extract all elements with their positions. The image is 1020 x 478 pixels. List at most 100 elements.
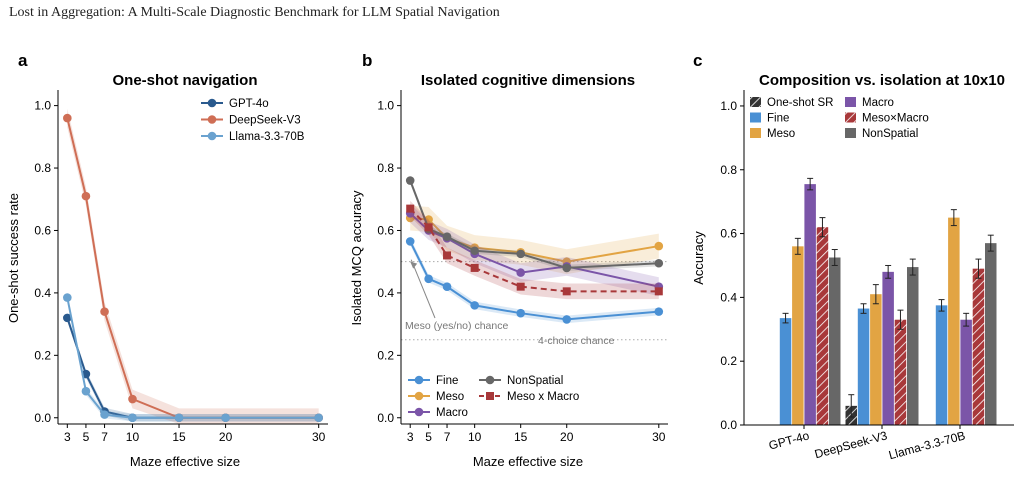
data-point-fine (562, 315, 572, 324)
a-x-tick-label: 20 (219, 430, 233, 444)
data-point-meso-x-macro (516, 282, 525, 291)
panel-a: a One-shot navigation Maze effective siz… (6, 51, 328, 469)
legend-label-macro: Macro (862, 97, 894, 109)
data-point-meso-x-macro (470, 263, 479, 272)
b-x-tick-label: 15 (514, 430, 528, 444)
panel-c-ylabel: Accuracy (691, 231, 706, 285)
legend-macro-marker (414, 407, 424, 417)
a-y-tick-label: 0.2 (34, 348, 51, 362)
panel-letter-c: c (693, 51, 702, 70)
panel-letter-b: b (362, 51, 372, 70)
legend-meso-x-macro-marker (486, 392, 494, 400)
panel-a-title: One-shot navigation (112, 72, 257, 89)
legend-label-meso: Meso (767, 128, 795, 140)
legend-label-meso-x-macro: Meso x Macro (507, 391, 579, 403)
b-y-tick-label: 1.0 (377, 99, 394, 113)
a-y-tick-label: 0.6 (34, 223, 51, 237)
panel-c: c Composition vs. isolation at 10x10 Acc… (691, 51, 1014, 462)
bar-meso-llama-3-3-70b (948, 217, 960, 425)
bar-fine-deepseek-v3 (857, 308, 870, 425)
data-point-deepseek-v3 (81, 191, 91, 201)
bar-meso-macro-llama-3-3-70b (972, 268, 985, 425)
data-point-macro (516, 268, 525, 277)
legend-label-macro: Macro (436, 407, 468, 419)
legend-swatch-macro (845, 97, 856, 107)
b-x-tick-label: 7 (444, 430, 451, 444)
data-point-llama-3-3-70b (221, 413, 230, 423)
panel-b: b Isolated cognitive dimensions Maze eff… (349, 51, 668, 469)
bar-macro-gpt-4o (804, 184, 816, 425)
bar-fine-gpt-4o (779, 318, 792, 425)
bar-nonspatial-gpt-4o (829, 257, 841, 425)
bar-nonspatial-deepseek-v3 (907, 267, 919, 425)
b-x-tick-label: 3 (407, 430, 414, 444)
data-point-meso (654, 241, 664, 251)
panel-a-legend: GPT-4o DeepSeek-V3 Llama-3.3-70B (201, 98, 305, 143)
b-y-tick-label: 0.2 (377, 348, 394, 362)
series-band-meso-x-macro (410, 200, 659, 300)
series-line-gpt-4o (66, 317, 319, 419)
panel-letter-a: a (18, 51, 28, 70)
b-y-tick-label: 0.6 (377, 223, 394, 237)
data-point-fine (424, 274, 433, 284)
panel-a-xlabel: Maze effective size (130, 454, 240, 469)
data-point-nonspatial (562, 263, 572, 273)
paper-title: Lost in Aggregation: A Multi-Scale Diagn… (9, 5, 500, 20)
a-x-tick-label: 5 (83, 430, 90, 444)
panel-c-legend: One-shot SR Fine Meso Macro Meso×Macro NonSpa… (750, 97, 929, 140)
legend-label-one-shot-sr: One-shot SR (767, 97, 833, 109)
data-point-llama-3-3-70b (314, 413, 323, 423)
b-y-tick-label: 0.4 (377, 286, 394, 300)
data-point-meso-x-macro (562, 287, 571, 296)
c-y-tick-label: 0.6 (720, 227, 737, 241)
legend-label-meso: Meso (436, 391, 464, 403)
panel-c-title: Composition vs. isolation at 10x10 (759, 72, 1005, 89)
data-point-llama-3-3-70b (63, 293, 72, 302)
data-point-meso-x-macro (654, 287, 663, 296)
legend-label-nonspatial: NonSpatial (507, 375, 563, 387)
series-band-deepseek-v3 (67, 108, 319, 424)
panel-b-title: Isolated cognitive dimensions (421, 72, 635, 89)
b-x-tick-label: 10 (468, 430, 482, 444)
data-point-deepseek-v3 (100, 307, 109, 316)
legend-label-nonspatial: NonSpatial (862, 128, 918, 140)
legend-swatch-meso-macro (845, 112, 856, 123)
a-x-tick-label: 15 (172, 430, 186, 444)
legend-swatch-meso (750, 128, 761, 138)
legend-label-gpt-4o: GPT-4o (229, 98, 269, 110)
bar-nonspatial-llama-3-3-70b (985, 243, 997, 425)
series-band-gpt-4o (67, 314, 319, 422)
b-x-tick-label: 20 (560, 430, 574, 444)
c-category-label-gpt-4o: GPT-4o (767, 428, 811, 452)
c-category-label-llama-3-3-70b: Llama-3.3-70B (887, 428, 967, 462)
a-x-tick-label: 10 (126, 430, 140, 444)
a-y-tick-label: 0.0 (34, 411, 51, 425)
c-y-tick-label: 0.0 (720, 418, 737, 432)
a-x-tick-label: 7 (101, 430, 108, 444)
data-point-llama-3-3-70b (81, 386, 91, 396)
bar-meso-deepseek-v3 (870, 294, 882, 425)
data-point-nonspatial (405, 176, 415, 185)
legend-label-fine: Fine (436, 375, 458, 387)
data-point-deepseek-v3 (128, 394, 137, 404)
c-y-tick-label: 0.2 (720, 354, 737, 368)
meso-chance-annotation: Meso (yes/no) chance (405, 320, 508, 332)
legend-nonspatial-marker (485, 375, 495, 385)
legend-swatch-fine (750, 112, 761, 123)
a-y-tick-label: 0.8 (34, 161, 51, 175)
data-point-deepseek-v3 (63, 113, 72, 123)
bar-meso-macro-gpt-4o (816, 227, 829, 425)
c-y-tick-label: 0.8 (720, 163, 737, 177)
data-point-gpt-4o (63, 313, 72, 323)
legend-swatch-nonspatial (845, 128, 856, 138)
data-point-llama-3-3-70b (128, 413, 137, 423)
legend-label-fine: Fine (767, 113, 789, 125)
bar-fine-llama-3-3-70b (935, 305, 948, 425)
data-point-nonspatial (654, 258, 664, 268)
panel-b-legend: Fine Meso Macro NonSpatial Meso x Macro (408, 375, 579, 419)
a-y-tick-label: 1.0 (34, 99, 51, 113)
data-point-meso-x-macro (443, 251, 452, 260)
data-point-llama-3-3-70b (100, 410, 109, 419)
c-y-tick-label: 1.0 (720, 99, 737, 113)
bar-macro-llama-3-3-70b (960, 319, 972, 425)
